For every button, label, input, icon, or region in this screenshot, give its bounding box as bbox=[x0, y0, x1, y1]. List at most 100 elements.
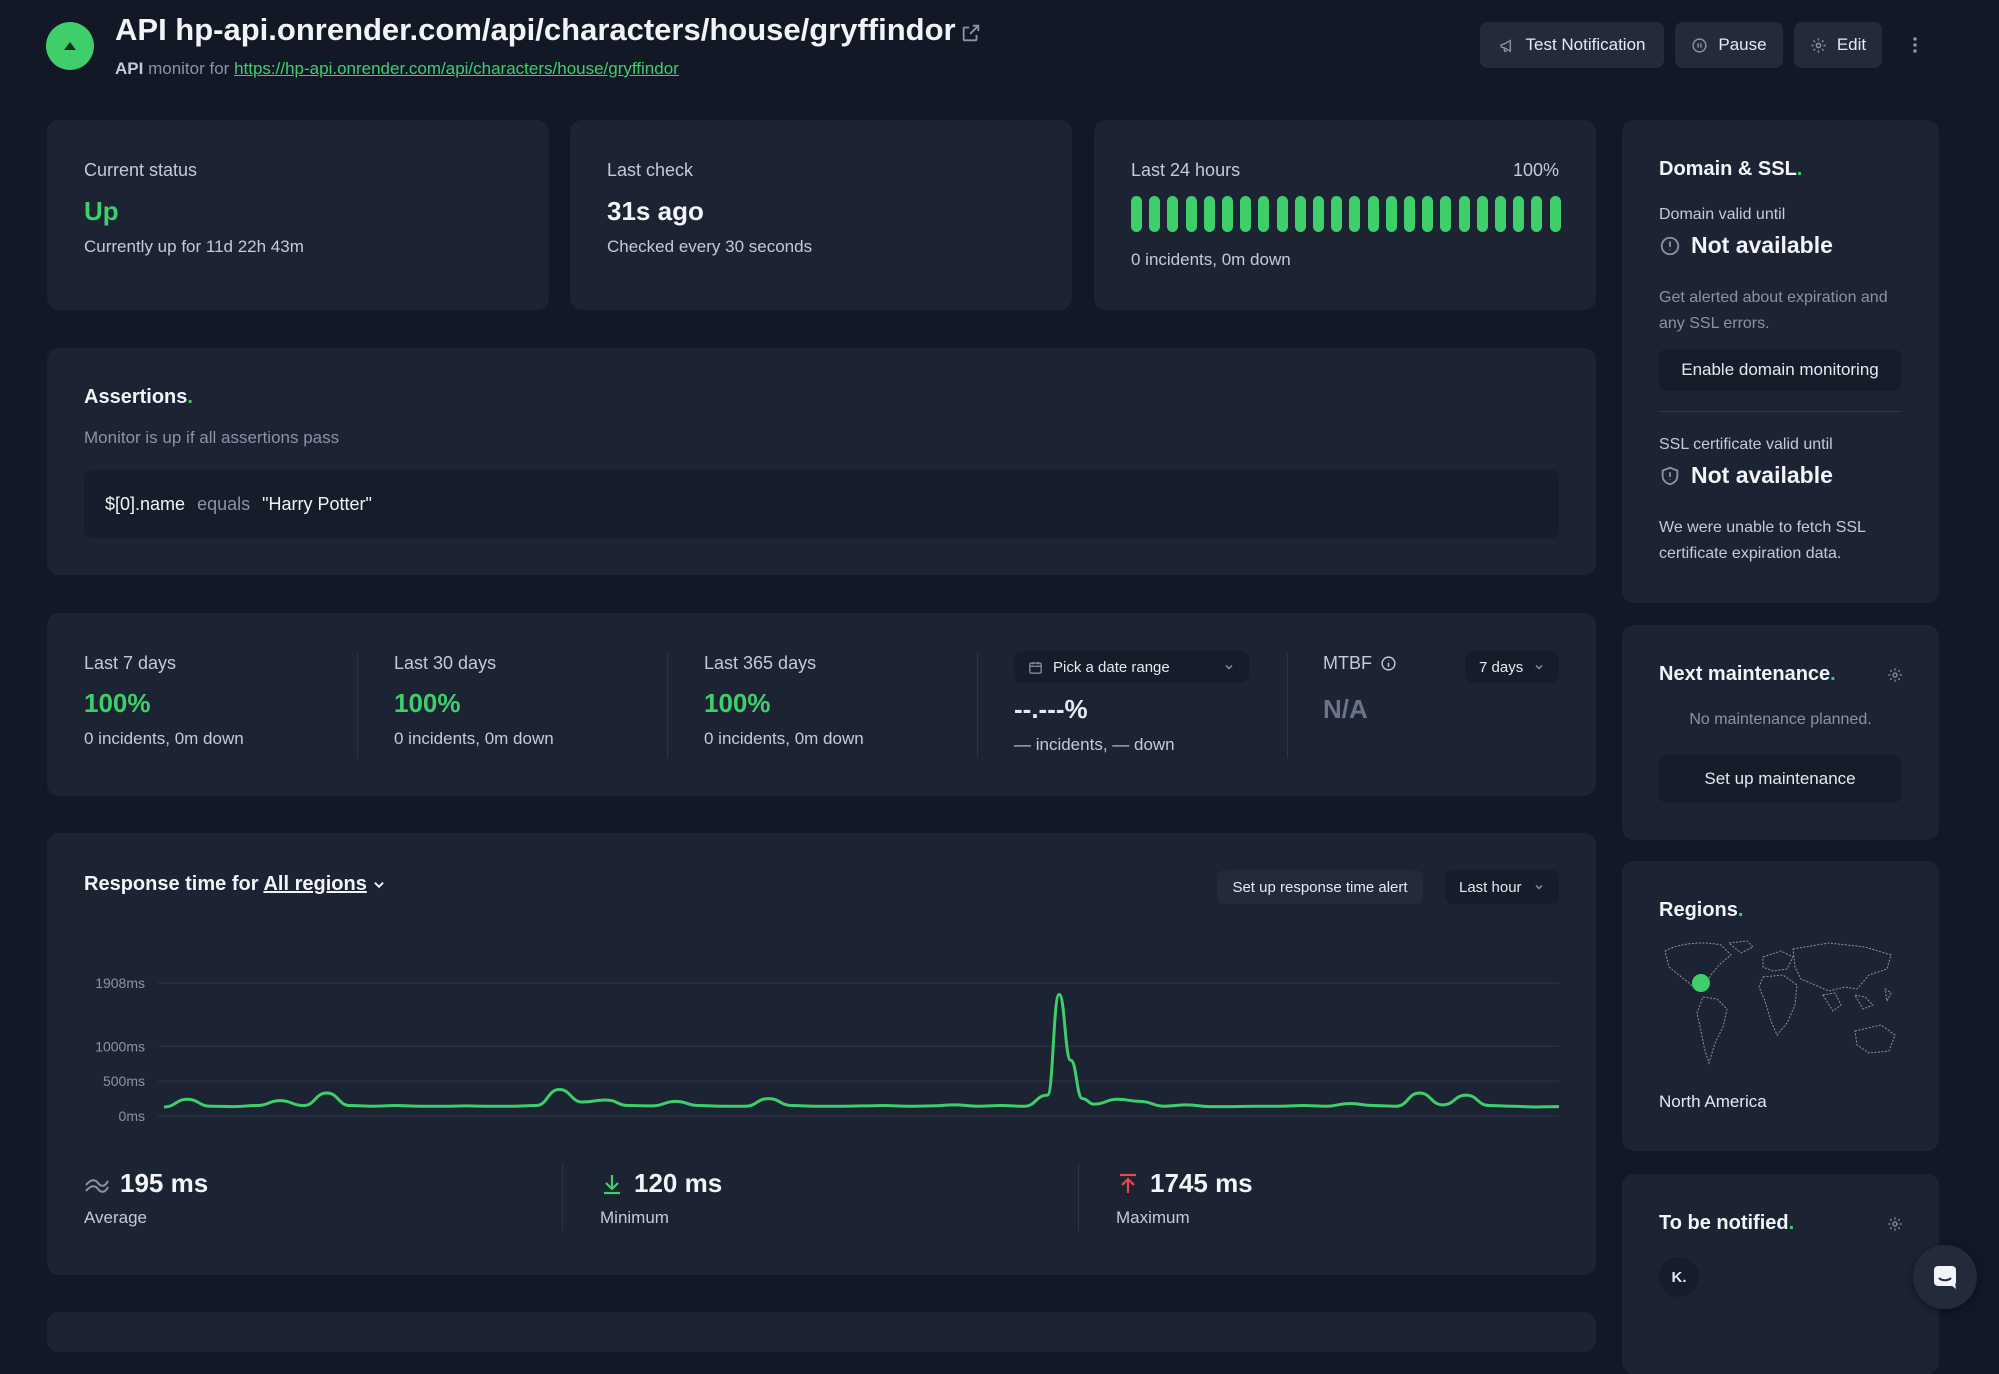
time-range-label: Last hour bbox=[1459, 878, 1522, 896]
uptime-bar[interactable] bbox=[1258, 196, 1270, 232]
gear-icon[interactable] bbox=[1887, 1216, 1903, 1232]
divider bbox=[977, 653, 978, 758]
date-range-label: Pick a date range bbox=[1053, 658, 1170, 676]
current-status-detail: Currently up for 11d 22h 43m bbox=[84, 237, 304, 256]
more-options-icon[interactable] bbox=[1905, 30, 1925, 60]
calendar-icon bbox=[1029, 661, 1042, 674]
current-status-value: Up bbox=[84, 196, 119, 226]
chat-icon bbox=[1934, 1266, 1956, 1289]
period-detail: 0 incidents, 0m down bbox=[84, 729, 244, 748]
availability-period-30: Last 30 days 100% 0 incidents, 0m down bbox=[394, 653, 554, 749]
divider bbox=[1078, 1163, 1079, 1231]
custom-range-detail: — incidents, — down bbox=[1014, 735, 1175, 754]
average-value: 195 ms bbox=[120, 1168, 209, 1198]
uptime-bar[interactable] bbox=[1294, 196, 1306, 232]
notify-title: To be notified bbox=[1659, 1212, 1794, 1235]
uptime-bar[interactable] bbox=[1367, 196, 1379, 232]
maximum-value: 1745 ms bbox=[1150, 1168, 1253, 1198]
stat-average: 195 ms Average bbox=[84, 1168, 208, 1228]
uptime-bar[interactable] bbox=[1531, 196, 1543, 232]
uptime-bars bbox=[1131, 196, 1561, 232]
maintenance-title: Next maintenance bbox=[1659, 663, 1836, 686]
world-map bbox=[1664, 940, 1896, 1065]
custom-range-value: --.---% bbox=[1014, 694, 1088, 724]
region-marker[interactable] bbox=[1692, 974, 1710, 992]
uptime-bar[interactable] bbox=[1513, 196, 1525, 232]
uptime-bar[interactable] bbox=[1331, 196, 1343, 232]
date-range-picker[interactable]: Pick a date range bbox=[1014, 651, 1249, 683]
divider bbox=[1659, 411, 1901, 412]
last-24-percent: 100% bbox=[1512, 160, 1559, 180]
period-value: 100% bbox=[394, 688, 461, 718]
uptime-bar[interactable] bbox=[1313, 196, 1325, 232]
last-24-detail: 0 incidents, 0m down bbox=[1131, 250, 1291, 269]
uptime-bar[interactable] bbox=[1495, 196, 1507, 232]
uptime-bar[interactable] bbox=[1167, 196, 1179, 232]
mtbf-period-select[interactable]: 7 days bbox=[1465, 651, 1559, 683]
edit-button[interactable]: Edit bbox=[1794, 22, 1882, 68]
monitor-url-link[interactable]: https://hp-api.onrender.com/api/characte… bbox=[234, 59, 679, 78]
uptime-bar[interactable] bbox=[1203, 196, 1215, 232]
minimum-label: Minimum bbox=[600, 1208, 669, 1227]
gear-icon[interactable] bbox=[1887, 667, 1903, 683]
setup-maintenance-button[interactable]: Set up maintenance bbox=[1659, 755, 1901, 803]
info-icon[interactable] bbox=[1380, 655, 1397, 672]
page-subtitle: API monitor for https://hp-api.onrender.… bbox=[115, 59, 679, 79]
monitor-type: API bbox=[115, 59, 144, 78]
setup-maintenance-label: Set up maintenance bbox=[1704, 769, 1856, 788]
avatar[interactable]: K. bbox=[1659, 1257, 1699, 1297]
period-value: 100% bbox=[704, 688, 771, 718]
domain-valid-value: Not available bbox=[1691, 232, 1833, 258]
chevron-down-icon bbox=[1535, 664, 1543, 670]
uptime-bar[interactable] bbox=[1385, 196, 1397, 232]
uptime-bar[interactable] bbox=[1240, 196, 1252, 232]
test-notification-button[interactable]: Test Notification bbox=[1480, 22, 1664, 68]
uptime-bar[interactable] bbox=[1458, 196, 1470, 232]
last-check-value: 31s ago bbox=[607, 196, 704, 226]
time-range-select[interactable]: Last hour bbox=[1445, 870, 1559, 904]
response-alert-button[interactable]: Set up response time alert bbox=[1217, 870, 1423, 904]
y-tick-label: 0ms bbox=[119, 1108, 145, 1124]
uptime-bar[interactable] bbox=[1476, 196, 1488, 232]
domain-ssl-card: Domain & SSL Domain valid until Not avai… bbox=[1622, 120, 1939, 603]
edit-label: Edit bbox=[1836, 35, 1867, 54]
period-label: Last 7 days bbox=[84, 653, 177, 673]
pause-button[interactable]: Pause bbox=[1675, 22, 1783, 68]
divider bbox=[667, 653, 668, 758]
uptime-bar[interactable] bbox=[1549, 196, 1561, 232]
uptime-bar[interactable] bbox=[1222, 196, 1234, 232]
period-label: Last 365 days bbox=[704, 653, 817, 673]
uptime-bar[interactable] bbox=[1349, 196, 1361, 232]
chevron-down-icon[interactable] bbox=[372, 878, 386, 892]
ssl-note: We were unable to fetch SSL certificate … bbox=[1659, 519, 1866, 562]
assertions-subtitle: Monitor is up if all assertions pass bbox=[84, 428, 340, 447]
uptime-bar[interactable] bbox=[1149, 196, 1161, 232]
domain-valid-row: Not available bbox=[1659, 232, 1833, 259]
chevron-down-icon bbox=[1535, 884, 1543, 890]
region-link[interactable]: All regions bbox=[263, 873, 367, 895]
notify-card: To be notified K. bbox=[1622, 1174, 1939, 1374]
uptime-bar[interactable] bbox=[1422, 196, 1434, 232]
uptime-bar[interactable] bbox=[1131, 196, 1142, 232]
chat-launcher-button[interactable] bbox=[1913, 1245, 1977, 1309]
status-indicator bbox=[46, 22, 94, 70]
enable-domain-monitoring-button[interactable]: Enable domain monitoring bbox=[1659, 349, 1901, 391]
average-label: Average bbox=[84, 1208, 148, 1227]
gear-icon bbox=[1811, 37, 1826, 53]
divider bbox=[357, 653, 358, 758]
maximum-label: Maximum bbox=[1116, 1208, 1190, 1227]
external-link-icon[interactable] bbox=[960, 22, 982, 49]
assertion-value: "Harry Potter" bbox=[262, 493, 372, 514]
assertions-title: Assertions bbox=[84, 386, 193, 409]
assertion-row[interactable]: $[0].name equals "Harry Potter" bbox=[84, 470, 1559, 538]
stat-maximum: 1745 ms Maximum bbox=[1116, 1168, 1253, 1228]
uptime-bar[interactable] bbox=[1440, 196, 1452, 232]
response-alert-label: Set up response time alert bbox=[1232, 878, 1408, 896]
uptime-bar[interactable] bbox=[1276, 196, 1288, 232]
availability-card: Last 7 days 100% 0 incidents, 0m down La… bbox=[47, 613, 1596, 796]
uptime-bar[interactable] bbox=[1185, 196, 1197, 232]
availability-period-365: Last 365 days 100% 0 incidents, 0m down bbox=[704, 653, 864, 749]
stat-minimum: 120 ms Minimum bbox=[600, 1168, 722, 1228]
uptime-bar[interactable] bbox=[1404, 196, 1416, 232]
last-24-hours-card: Last 24 hours 100% 0 incidents, 0m down bbox=[1094, 120, 1596, 310]
